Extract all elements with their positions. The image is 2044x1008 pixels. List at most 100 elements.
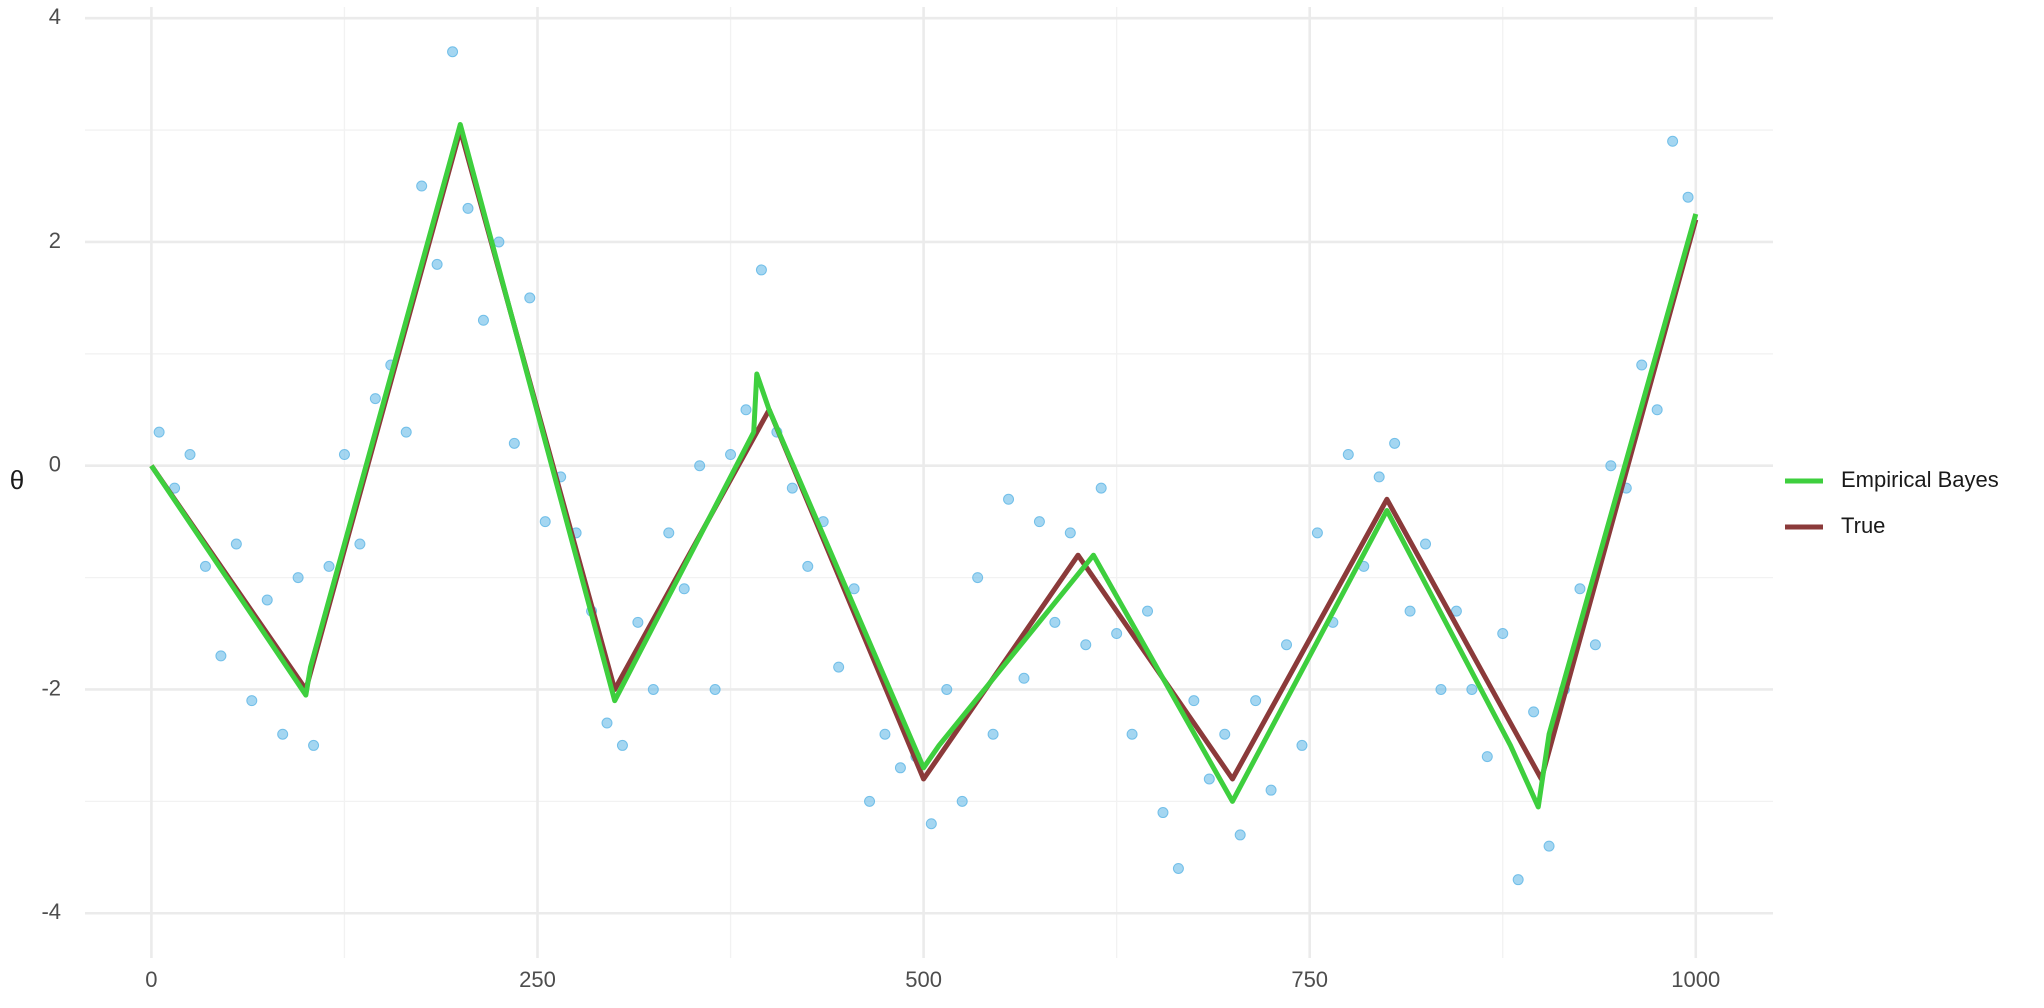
data-point — [647, 683, 659, 695]
data-point — [1574, 583, 1586, 595]
data-point — [833, 661, 845, 673]
data-point — [864, 795, 876, 807]
data-point — [308, 739, 320, 751]
data-point — [400, 426, 412, 438]
data-point — [694, 460, 706, 472]
data-point — [462, 202, 474, 214]
data-point — [1420, 538, 1432, 550]
data-point — [354, 538, 366, 550]
data-point — [1157, 807, 1169, 819]
data-point — [1033, 516, 1045, 528]
data-point — [230, 538, 242, 550]
data-point — [1172, 862, 1184, 874]
y-tick-label: -4 — [41, 899, 61, 924]
data-point — [153, 426, 165, 438]
data-point — [1142, 605, 1154, 617]
data-point — [1111, 628, 1123, 640]
x-tick-label: 750 — [1291, 967, 1328, 992]
data-point — [1682, 191, 1694, 203]
data-point — [1250, 695, 1262, 707]
data-point — [1528, 706, 1540, 718]
data-point — [894, 762, 906, 774]
data-point — [477, 314, 489, 326]
data-point — [709, 683, 721, 695]
data-point — [1543, 840, 1555, 852]
data-point — [416, 180, 428, 192]
data-point — [972, 572, 984, 584]
data-point — [755, 264, 767, 276]
data-point — [1311, 527, 1323, 539]
data-point — [431, 258, 443, 270]
data-point — [199, 560, 211, 572]
data-point — [663, 527, 675, 539]
data-point — [1589, 639, 1601, 651]
data-point — [786, 482, 798, 494]
data-point — [1188, 695, 1200, 707]
data-point — [1497, 628, 1509, 640]
data-point — [184, 449, 196, 461]
data-point — [493, 236, 505, 248]
data-point — [1466, 683, 1478, 695]
data-point — [1018, 672, 1030, 684]
data-point — [1373, 471, 1385, 483]
data-point — [524, 292, 536, 304]
data-point — [1265, 784, 1277, 796]
x-tick-label: 250 — [519, 967, 556, 992]
data-point — [1481, 751, 1493, 763]
data-point — [338, 449, 350, 461]
data-point — [1651, 404, 1663, 416]
data-point — [1003, 493, 1015, 505]
data-point — [1234, 829, 1246, 841]
data-point — [447, 46, 459, 58]
data-point — [1667, 135, 1679, 147]
data-point — [323, 560, 335, 572]
data-point — [1342, 449, 1354, 461]
data-point — [246, 695, 258, 707]
data-point — [1281, 639, 1293, 651]
data-point — [1080, 639, 1092, 651]
y-tick-label: 4 — [49, 4, 61, 29]
data-point — [369, 393, 381, 405]
data-point — [956, 795, 968, 807]
data-point — [740, 404, 752, 416]
data-point — [261, 594, 273, 606]
data-point — [1435, 683, 1447, 695]
x-tick-label: 1000 — [1671, 967, 1720, 992]
data-point — [1049, 616, 1061, 628]
data-point — [1636, 359, 1648, 371]
data-point — [1404, 605, 1416, 617]
data-point — [802, 560, 814, 572]
data-point — [987, 728, 999, 740]
data-point — [292, 572, 304, 584]
data-point — [1605, 460, 1617, 472]
data-point — [215, 650, 227, 662]
data-point — [1095, 482, 1107, 494]
y-tick-label: 0 — [49, 452, 61, 477]
data-point — [725, 449, 737, 461]
data-point — [925, 818, 937, 830]
y-axis-label: θ — [10, 465, 24, 495]
data-point — [1064, 527, 1076, 539]
x-tick-label: 0 — [145, 967, 157, 992]
legend-label: Empirical Bayes — [1841, 467, 1999, 492]
y-tick-label: 2 — [49, 228, 61, 253]
data-point — [601, 717, 613, 729]
data-point — [941, 683, 953, 695]
data-point — [277, 728, 289, 740]
data-point — [1389, 437, 1401, 449]
data-point — [1203, 773, 1215, 785]
data-point — [1512, 874, 1524, 886]
data-point — [1219, 728, 1231, 740]
data-point — [1126, 728, 1138, 740]
data-point — [632, 616, 644, 628]
data-point — [539, 516, 551, 528]
x-tick-label: 500 — [905, 967, 942, 992]
data-point — [678, 583, 690, 595]
y-tick-label: -2 — [41, 675, 61, 700]
data-point — [616, 739, 628, 751]
series-line — [149, 121, 1699, 810]
data-point — [508, 437, 520, 449]
data-point — [879, 728, 891, 740]
